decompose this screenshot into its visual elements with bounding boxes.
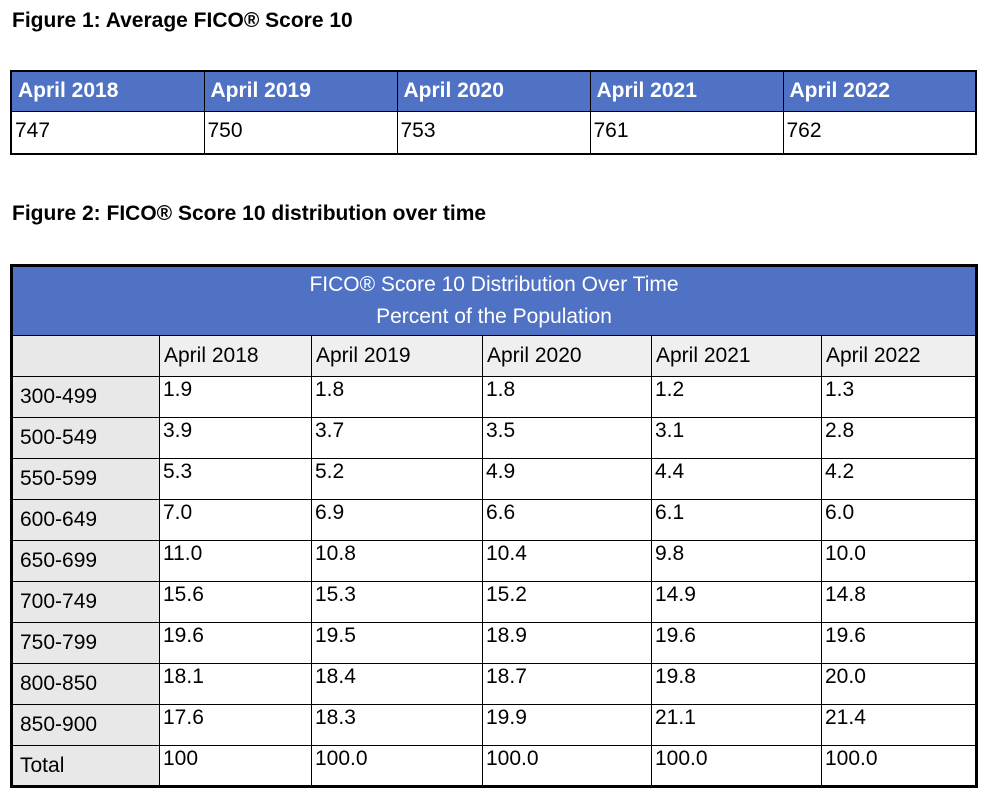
value-cell: 15.6 <box>159 581 312 623</box>
row-label: 300-499 <box>11 376 160 418</box>
value-cell: 18.4 <box>311 663 483 705</box>
column-header: April 2020 <box>482 335 652 377</box>
value-cell: 6.1 <box>651 499 822 541</box>
table-row: 800-850 18.1 18.4 18.7 19.8 20.0 <box>11 663 977 705</box>
row-label: 850-900 <box>11 704 160 746</box>
value-cell: 6.0 <box>821 499 977 541</box>
value-cell: 5.3 <box>159 458 312 500</box>
corner-cell <box>11 335 160 377</box>
figure1-table: April 2018 April 2019 April 2020 April 2… <box>10 70 977 155</box>
table-row: 550-599 5.3 5.2 4.9 4.4 4.2 <box>11 458 977 500</box>
value-cell: 100.0 <box>651 745 822 787</box>
value-cell: 19.9 <box>482 704 652 746</box>
value-cell: 4.2 <box>821 458 977 500</box>
value-cell: 747 <box>10 110 205 155</box>
table-row: 500-549 3.9 3.7 3.5 3.1 2.8 <box>11 417 977 459</box>
value-cell: 1.8 <box>482 376 652 418</box>
value-cell: 2.8 <box>821 417 977 459</box>
value-cell: 9.8 <box>651 540 822 582</box>
figure1-header-row: April 2018 April 2019 April 2020 April 2… <box>10 70 977 112</box>
value-cell: 18.1 <box>159 663 312 705</box>
column-header: April 2022 <box>821 335 977 377</box>
column-header: April 2018 <box>10 70 205 112</box>
value-cell: 100.0 <box>311 745 483 787</box>
value-cell: 7.0 <box>159 499 312 541</box>
table-row: 300-499 1.9 1.8 1.8 1.2 1.3 <box>11 376 977 418</box>
column-header: April 2022 <box>782 70 977 112</box>
table-title-line2: Percent of the Population <box>376 305 612 328</box>
row-label: Total <box>11 745 160 787</box>
value-cell: 1.9 <box>159 376 312 418</box>
value-cell: 4.9 <box>482 458 652 500</box>
table-title-line1: FICO® Score 10 Distribution Over Time <box>309 273 679 296</box>
value-cell: 3.7 <box>311 417 483 459</box>
value-cell: 4.4 <box>651 458 822 500</box>
table-row: 600-649 7.0 6.9 6.6 6.1 6.0 <box>11 499 977 541</box>
value-cell: 21.4 <box>821 704 977 746</box>
value-cell: 18.9 <box>482 622 652 664</box>
table-row: Total 100 100.0 100.0 100.0 100.0 <box>11 745 977 787</box>
value-cell: 6.6 <box>482 499 652 541</box>
value-cell: 19.6 <box>159 622 312 664</box>
value-cell: 19.6 <box>821 622 977 664</box>
column-header: April 2021 <box>651 335 822 377</box>
figure1-caption: Figure 1: Average FICO® Score 10 <box>12 9 353 32</box>
table-row: 850-900 17.6 18.3 19.9 21.1 21.4 <box>11 704 977 746</box>
figure1-data-row: 747 750 753 761 762 <box>10 110 977 155</box>
column-header: April 2020 <box>396 70 591 112</box>
value-cell: 10.8 <box>311 540 483 582</box>
column-header: April 2021 <box>589 70 784 112</box>
figure2-table: FICO® Score 10 Distribution Over Time Pe… <box>10 264 978 788</box>
figure2-caption: Figure 2: FICO® Score 10 distribution ov… <box>12 202 487 225</box>
value-cell: 750 <box>203 110 398 155</box>
value-cell: 19.6 <box>651 622 822 664</box>
value-cell: 1.2 <box>651 376 822 418</box>
row-label: 600-649 <box>11 499 160 541</box>
value-cell: 15.3 <box>311 581 483 623</box>
value-cell: 1.3 <box>821 376 977 418</box>
row-label: 550-599 <box>11 458 160 500</box>
value-cell: 100.0 <box>821 745 977 787</box>
value-cell: 753 <box>396 110 591 155</box>
value-cell: 17.6 <box>159 704 312 746</box>
table-row: 650-699 11.0 10.8 10.4 9.8 10.0 <box>11 540 977 582</box>
value-cell: 761 <box>589 110 784 155</box>
value-cell: 3.1 <box>651 417 822 459</box>
value-cell: 19.5 <box>311 622 483 664</box>
value-cell: 18.7 <box>482 663 652 705</box>
row-label: 800-850 <box>11 663 160 705</box>
value-cell: 762 <box>782 110 977 155</box>
row-label: 750-799 <box>11 622 160 664</box>
value-cell: 100 <box>159 745 312 787</box>
value-cell: 1.8 <box>311 376 483 418</box>
row-label: 500-549 <box>11 417 160 459</box>
value-cell: 6.9 <box>311 499 483 541</box>
row-label: 650-699 <box>11 540 160 582</box>
value-cell: 11.0 <box>159 540 312 582</box>
value-cell: 3.9 <box>159 417 312 459</box>
column-header: April 2019 <box>203 70 398 112</box>
value-cell: 10.4 <box>482 540 652 582</box>
value-cell: 20.0 <box>821 663 977 705</box>
value-cell: 21.1 <box>651 704 822 746</box>
value-cell: 18.3 <box>311 704 483 746</box>
figure2-table-body: 300-499 1.9 1.8 1.8 1.2 1.3 500-549 3.9 3.7 3.5 3.… <box>11 376 977 787</box>
figure2-header-row: April 2018 April 2019 April 2020 April 2… <box>11 335 977 377</box>
value-cell: 19.8 <box>651 663 822 705</box>
column-header: April 2018 <box>159 335 312 377</box>
column-header: April 2019 <box>311 335 483 377</box>
figure2-title-row: FICO® Score 10 Distribution Over Time Pe… <box>11 265 977 336</box>
value-cell: 15.2 <box>482 581 652 623</box>
value-cell: 100.0 <box>482 745 652 787</box>
value-cell: 3.5 <box>482 417 652 459</box>
table-row: 700-749 15.6 15.3 15.2 14.9 14.8 <box>11 581 977 623</box>
row-label: 700-749 <box>11 581 160 623</box>
value-cell: 10.0 <box>821 540 977 582</box>
value-cell: 5.2 <box>311 458 483 500</box>
table-title: FICO® Score 10 Distribution Over Time Pe… <box>11 265 977 336</box>
table-row: 750-799 19.6 19.5 18.9 19.6 19.6 <box>11 622 977 664</box>
value-cell: 14.8 <box>821 581 977 623</box>
value-cell: 14.9 <box>651 581 822 623</box>
